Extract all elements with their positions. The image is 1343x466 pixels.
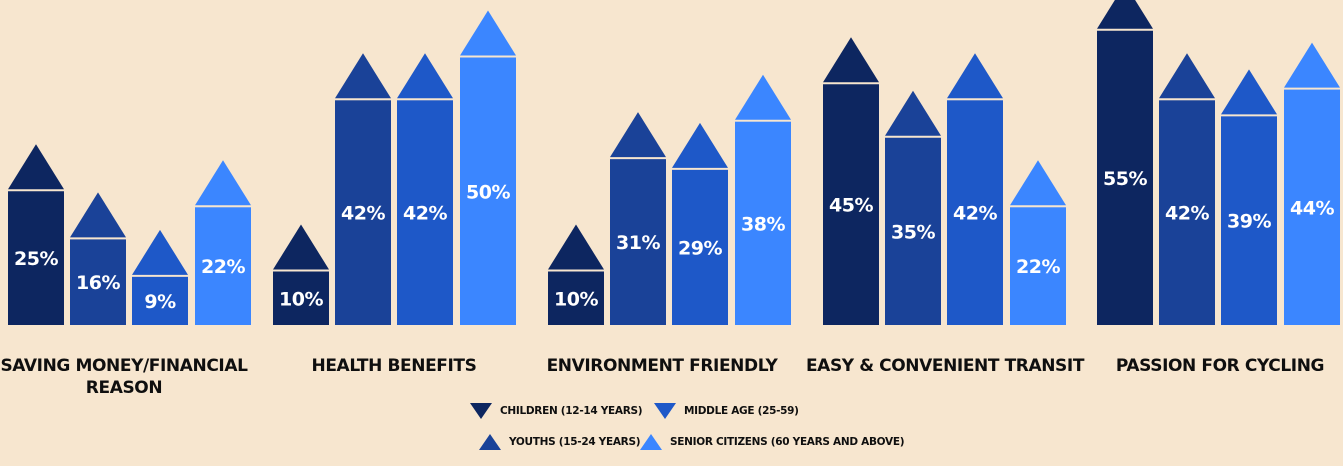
data-label: 10% xyxy=(279,288,323,310)
bar xyxy=(195,207,251,325)
bar-cap-triangle xyxy=(610,112,666,158)
bar-cap-triangle xyxy=(70,192,126,238)
bar xyxy=(460,57,516,325)
bar-cap-triangle xyxy=(460,10,516,56)
legend-label: MIDDLE AGE (25-59) xyxy=(684,405,799,417)
data-label: 44% xyxy=(1290,197,1334,219)
data-label: 22% xyxy=(201,256,245,278)
category-label: EASY & CONVENIENT TRANSIT xyxy=(806,356,1085,376)
bar-cap-triangle xyxy=(1159,53,1215,99)
bar-cap-triangle xyxy=(8,144,64,190)
bar xyxy=(735,121,791,325)
bar-cap-triangle xyxy=(735,74,791,120)
data-label: 16% xyxy=(76,272,120,294)
category-label: PASSION FOR CYCLING xyxy=(1116,356,1324,376)
data-label: 9% xyxy=(144,291,176,313)
bar xyxy=(1221,116,1277,325)
bar xyxy=(273,271,329,325)
bar-cap-triangle xyxy=(1284,42,1340,88)
bar xyxy=(70,239,126,325)
bar-cap-triangle xyxy=(195,160,251,206)
category-labels: SAVING MONEY/FINANCIAL REASON HEALTH BENEF… xyxy=(0,356,1324,398)
bar-group: 25% 16% 9% 22% xyxy=(8,144,251,325)
legend-item: YOUTHS (15-24 YEARS) xyxy=(479,434,641,450)
data-label: 42% xyxy=(1165,203,1209,225)
data-label: 35% xyxy=(891,221,935,243)
bar xyxy=(823,84,879,325)
bar-cap-triangle xyxy=(672,122,728,168)
bar-cap-triangle xyxy=(1097,0,1153,29)
bar xyxy=(885,137,941,325)
data-label: 10% xyxy=(554,288,598,310)
bar-cap-triangle xyxy=(132,229,188,275)
data-label: 50% xyxy=(466,181,510,203)
legend: CHILDREN (12-14 YEARS) YOUTHS (15-24 YEAR… xyxy=(470,403,905,450)
bar xyxy=(610,159,666,325)
bar xyxy=(1159,100,1215,325)
bar xyxy=(1097,30,1153,325)
bar xyxy=(132,276,188,325)
bar-cap-triangle xyxy=(947,53,1003,99)
legend-triangle-icon xyxy=(470,403,492,419)
data-label: 42% xyxy=(341,203,385,225)
bar-group: 10% 42% 42% 50% xyxy=(273,10,516,325)
bar-group: 45% 35% 42% 22% xyxy=(823,37,1066,325)
data-label: 25% xyxy=(14,248,58,270)
bar-cap-triangle xyxy=(335,53,391,99)
bar xyxy=(548,271,604,325)
legend-label: SENIOR CITIZENS (60 YEARS AND ABOVE) xyxy=(670,436,904,448)
bar xyxy=(1284,89,1340,325)
data-label: 42% xyxy=(953,203,997,225)
bar-group: 55% 42% 39% 44% xyxy=(1097,0,1340,325)
data-label: 39% xyxy=(1227,211,1271,233)
bar-cap-triangle xyxy=(273,224,329,270)
legend-item: MIDDLE AGE (25-59) xyxy=(654,403,799,419)
bar xyxy=(1010,207,1066,325)
legend-triangle-icon xyxy=(640,434,662,450)
legend-label: YOUTHS (15-24 YEARS) xyxy=(508,436,640,448)
bar xyxy=(335,100,391,325)
legend-item: CHILDREN (12-14 YEARS) xyxy=(470,403,643,419)
data-label: 42% xyxy=(403,203,447,225)
bar-cap-triangle xyxy=(823,37,879,83)
category-label: SAVING MONEY/FINANCIAL REASON xyxy=(0,356,248,398)
bar-cap-triangle xyxy=(1221,69,1277,115)
legend-label: CHILDREN (12-14 YEARS) xyxy=(500,405,642,417)
data-label: 55% xyxy=(1103,168,1147,190)
data-label: 22% xyxy=(1016,256,1060,278)
legend-triangle-icon xyxy=(479,434,501,450)
data-label: 31% xyxy=(616,232,660,254)
bar xyxy=(672,169,728,325)
category-label: HEALTH BENEFITS xyxy=(312,356,477,376)
bar-cap-triangle xyxy=(397,53,453,99)
legend-triangle-icon xyxy=(654,403,676,419)
data-label: 45% xyxy=(829,195,873,217)
data-label: 38% xyxy=(741,213,785,235)
bar xyxy=(8,191,64,325)
bar-cap-triangle xyxy=(548,224,604,270)
data-label: 29% xyxy=(678,237,722,259)
legend-item: SENIOR CITIZENS (60 YEARS AND ABOVE) xyxy=(640,434,905,450)
category-label: ENVIRONMENT FRIENDLY xyxy=(547,356,779,376)
bar-cap-triangle xyxy=(1010,160,1066,206)
bar xyxy=(947,100,1003,325)
bar-cap-triangle xyxy=(885,90,941,136)
bars-layer: 25% 16% 9% 22% 10% 42% 42% 50% 10% 31% 29% 38% 45% 35… xyxy=(8,0,1340,325)
bar-group: 10% 31% 29% 38% xyxy=(548,74,791,325)
bar xyxy=(397,100,453,325)
